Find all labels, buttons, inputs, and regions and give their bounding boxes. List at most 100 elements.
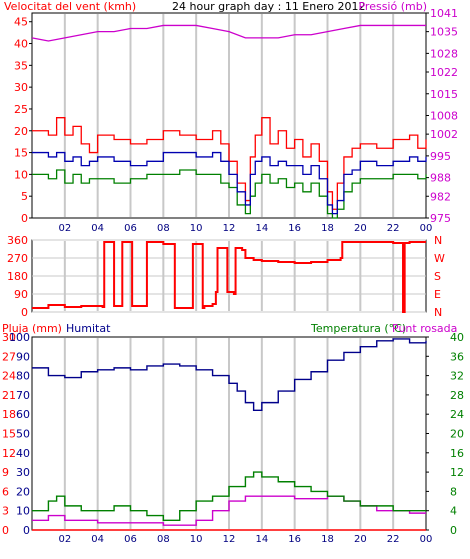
rain-tick-label: 15 xyxy=(2,428,16,441)
temperature-tick-label: 32 xyxy=(450,370,464,383)
rain-tick-label: 6 xyxy=(2,485,9,498)
hour-tick-label: 20 xyxy=(354,223,367,234)
temperature-tick-label: 8 xyxy=(450,485,457,498)
humidity-tick-label: 20 xyxy=(16,485,30,498)
temperature-tick-label: 4 xyxy=(450,505,457,518)
hour-tick-label: 00 xyxy=(420,223,433,234)
temperature-tick-label: 20 xyxy=(450,428,464,441)
wind-tick-label: 0 xyxy=(21,212,28,225)
compass-tick-label: N xyxy=(434,234,442,247)
hour-tick-label: 14 xyxy=(255,223,268,234)
pressure-tick-label: 1035 xyxy=(430,26,458,39)
series-lines xyxy=(31,24,427,531)
grid-lines xyxy=(32,14,426,529)
tick-labels: 0510152025303540459759829889951002100810… xyxy=(2,7,464,545)
direction-tick-label: 270 xyxy=(7,252,28,265)
hour-tick-label: 18 xyxy=(321,223,334,234)
hour-tick-label: 06 xyxy=(124,223,137,234)
pressure-tick-label: 1022 xyxy=(430,66,458,79)
humidity-tick-label: 40 xyxy=(16,447,30,460)
temperature-tick-label: 40 xyxy=(450,331,464,344)
direction-tick-label: 90 xyxy=(14,288,28,301)
rain-tick-label: 3 xyxy=(2,505,9,518)
chart-title: 24 hour graph day : 11 Enero 2012 xyxy=(172,0,366,13)
hour-tick-label: 16 xyxy=(288,534,301,545)
direction-series xyxy=(32,241,426,313)
wind-series-pressure xyxy=(31,24,426,42)
hour-tick-label: 10 xyxy=(190,223,203,234)
wind-tick-label: 5 xyxy=(21,190,28,203)
rain-tick-label: 21 xyxy=(2,389,16,402)
wind-tick-label: 40 xyxy=(14,38,28,51)
wind-tick-label: 35 xyxy=(14,59,28,72)
hour-tick-label: 08 xyxy=(157,223,170,234)
hour-tick-label: 04 xyxy=(91,223,104,234)
compass-tick-label: S xyxy=(434,270,441,283)
rain-tick-label: 12 xyxy=(2,447,16,460)
pressure-tick-label: 1008 xyxy=(430,110,458,123)
wind-tick-label: 10 xyxy=(14,168,28,181)
wind-series-gust xyxy=(32,117,427,210)
temperature-tick-label: 0 xyxy=(450,524,457,537)
rain-tick-label: 27 xyxy=(2,350,16,363)
hour-tick-label: 22 xyxy=(387,534,400,545)
wind-tick-label: 25 xyxy=(14,103,28,116)
rain-tick-label: 0 xyxy=(2,524,9,537)
humidity-tick-label: 70 xyxy=(16,389,30,402)
hour-tick-label: 12 xyxy=(223,223,236,234)
humidity-axis-label: Humitat xyxy=(66,322,111,335)
wind-axis-label: Velocitat del vent (kmh) xyxy=(4,0,136,13)
temperature-tick-label: 24 xyxy=(450,408,464,421)
compass-tick-label: W xyxy=(434,252,445,265)
direction-tick-label: 360 xyxy=(7,234,28,247)
temperature-tick-label: 36 xyxy=(450,350,464,363)
pressure-tick-label: 975 xyxy=(430,212,451,225)
humidity-tick-label: 100 xyxy=(9,331,30,344)
hour-tick-label: 20 xyxy=(354,534,367,545)
humidity-tick-label: 90 xyxy=(16,350,30,363)
hour-tick-label: 02 xyxy=(58,534,71,545)
hour-tick-label: 06 xyxy=(124,534,137,545)
pressure-tick-label: 1028 xyxy=(430,47,458,60)
rain-axis-label: Pluja (mm) xyxy=(2,322,62,335)
hour-tick-label: 08 xyxy=(157,534,170,545)
hour-tick-label: 14 xyxy=(255,534,268,545)
wind-series-avg xyxy=(32,151,427,215)
direction-tick-label: 0 xyxy=(21,306,28,319)
temperature-tick-label: 28 xyxy=(450,389,464,402)
hour-tick-label: 16 xyxy=(288,223,301,234)
pressure-tick-label: 1002 xyxy=(430,128,458,141)
hour-tick-label: 18 xyxy=(321,534,334,545)
pressure-tick-label: 988 xyxy=(430,172,451,185)
pressure-tick-label: 1041 xyxy=(430,7,458,20)
humidity-tick-label: 0 xyxy=(23,524,30,537)
humidity-tick-label: 10 xyxy=(16,505,30,518)
humidity-tick-label: 50 xyxy=(16,428,30,441)
wind-tick-label: 45 xyxy=(14,16,28,29)
hour-tick-label: 04 xyxy=(91,534,104,545)
pressure-tick-label: 982 xyxy=(430,190,451,203)
humidity-tick-label: 30 xyxy=(16,466,30,479)
hour-tick-label: 00 xyxy=(420,534,433,545)
temperature-axis-label: Temperatura (°C) xyxy=(310,322,406,335)
pressure-tick-label: 1015 xyxy=(430,88,458,101)
hour-tick-label: 02 xyxy=(58,223,71,234)
series-humidity xyxy=(32,338,427,412)
hour-tick-label: 12 xyxy=(223,534,236,545)
hour-tick-label: 22 xyxy=(387,223,400,234)
rain-tick-label: 18 xyxy=(2,408,16,421)
humidity-tick-label: 80 xyxy=(16,370,30,383)
humidity-tick-label: 60 xyxy=(16,408,30,421)
dew-point-axis-label: Punt rosada xyxy=(392,322,457,335)
wind-tick-label: 15 xyxy=(14,147,28,160)
pressure-tick-label: 995 xyxy=(430,150,451,163)
direction-tick-label: 180 xyxy=(7,270,28,283)
series-temperature xyxy=(32,471,426,522)
temperature-tick-label: 12 xyxy=(450,466,464,479)
wind-tick-label: 20 xyxy=(14,125,28,138)
rain-tick-label: 9 xyxy=(2,466,9,479)
pressure-axis-label: Pressió (mb) xyxy=(358,0,427,13)
wind-tick-label: 30 xyxy=(14,81,28,94)
compass-tick-label: N xyxy=(434,306,442,319)
